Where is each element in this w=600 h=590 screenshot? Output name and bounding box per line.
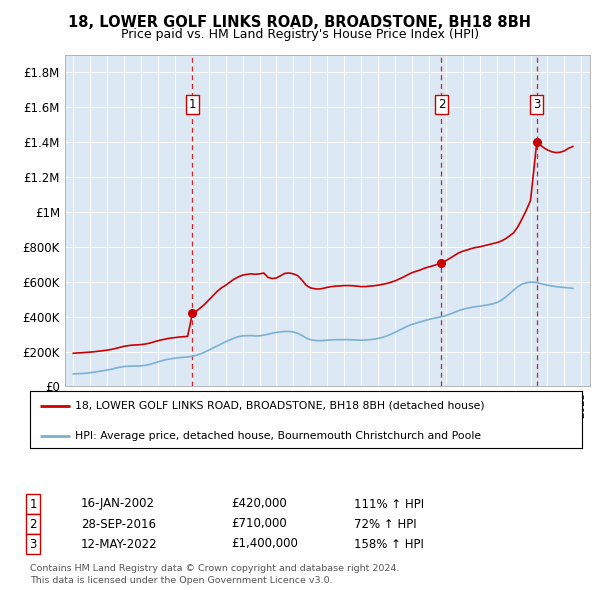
Text: 18, LOWER GOLF LINKS ROAD, BROADSTONE, BH18 8BH: 18, LOWER GOLF LINKS ROAD, BROADSTONE, B… <box>68 15 532 30</box>
Text: £1,400,000: £1,400,000 <box>231 537 298 550</box>
Text: 2: 2 <box>29 517 37 530</box>
Text: 158% ↑ HPI: 158% ↑ HPI <box>354 537 424 550</box>
Text: Price paid vs. HM Land Registry's House Price Index (HPI): Price paid vs. HM Land Registry's House … <box>121 28 479 41</box>
Text: £710,000: £710,000 <box>231 517 287 530</box>
Text: Contains HM Land Registry data © Crown copyright and database right 2024.
This d: Contains HM Land Registry data © Crown c… <box>30 565 400 585</box>
Text: 18, LOWER GOLF LINKS ROAD, BROADSTONE, BH18 8BH (detached house): 18, LOWER GOLF LINKS ROAD, BROADSTONE, B… <box>75 401 485 411</box>
Text: 72% ↑ HPI: 72% ↑ HPI <box>354 517 416 530</box>
Text: HPI: Average price, detached house, Bournemouth Christchurch and Poole: HPI: Average price, detached house, Bour… <box>75 431 481 441</box>
Text: 1: 1 <box>189 98 196 111</box>
Text: £420,000: £420,000 <box>231 497 287 510</box>
Text: 28-SEP-2016: 28-SEP-2016 <box>81 517 156 530</box>
Text: 1: 1 <box>29 497 37 510</box>
Text: 111% ↑ HPI: 111% ↑ HPI <box>354 497 424 510</box>
Text: 2: 2 <box>437 98 445 111</box>
Text: 16-JAN-2002: 16-JAN-2002 <box>81 497 155 510</box>
Text: 3: 3 <box>533 98 541 111</box>
Text: 12-MAY-2022: 12-MAY-2022 <box>81 537 158 550</box>
Text: 3: 3 <box>29 537 37 550</box>
